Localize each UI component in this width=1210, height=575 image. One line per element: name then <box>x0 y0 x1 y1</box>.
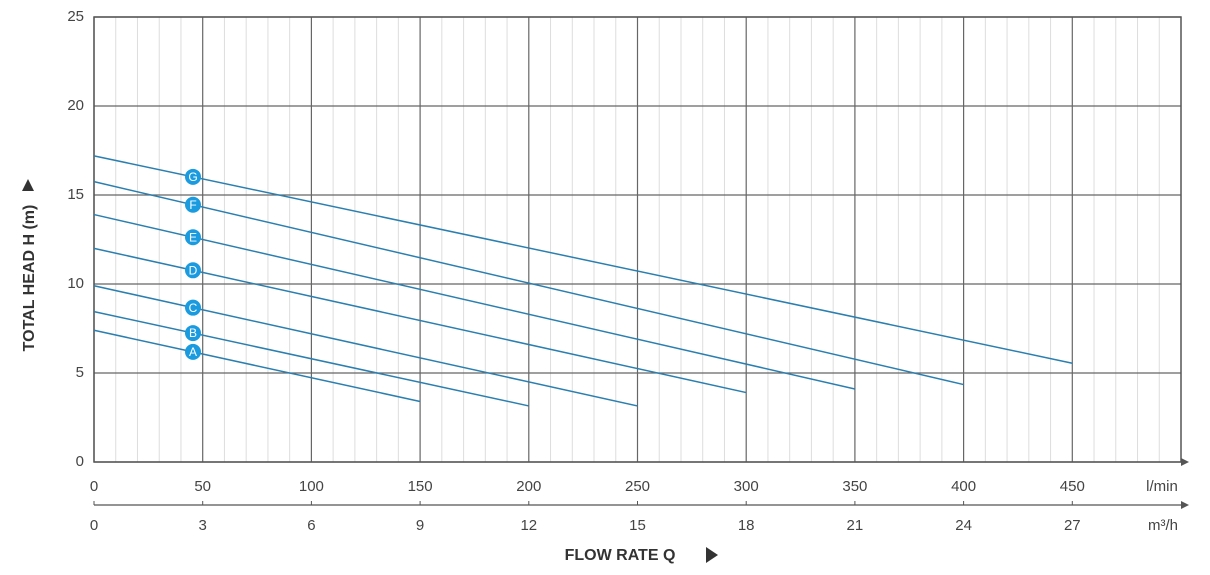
y-tick-label: 15 <box>67 186 84 203</box>
legend-label: C <box>189 301 198 315</box>
series-badge <box>185 262 201 279</box>
plot-frame <box>93 16 1182 463</box>
series-line <box>93 329 421 403</box>
y-tick-label: 10 <box>67 275 84 292</box>
x-axis-arrow <box>1181 458 1189 466</box>
series-line <box>93 285 638 407</box>
x2-tick-label: 27 <box>1064 517 1081 534</box>
legend-label: B <box>189 326 197 340</box>
x2-tick-label: 6 <box>307 517 315 534</box>
y-tick-label: 5 <box>76 364 84 381</box>
x-tick-label: 350 <box>842 478 867 495</box>
series-line <box>93 180 964 386</box>
x2-tick-label: 21 <box>847 517 864 534</box>
x2-tick-label: 12 <box>520 517 537 534</box>
x-tick-label: 150 <box>408 478 433 495</box>
legend-label: F <box>189 198 196 212</box>
x2-tick-label: 9 <box>416 517 424 534</box>
x-tick-label: 200 <box>516 478 541 495</box>
x2-tick-label: 0 <box>90 517 98 534</box>
legend-label: D <box>189 263 198 277</box>
x-tick-label: 300 <box>734 478 759 495</box>
y-tick-label: 0 <box>76 453 84 470</box>
series-line <box>93 155 1073 364</box>
x-tick-label: 100 <box>299 478 324 495</box>
y-tick-label: 25 <box>67 8 84 25</box>
x-axis-title: FLOW RATE Q <box>565 547 676 564</box>
series-line <box>93 310 529 407</box>
x-tick-label: 400 <box>951 478 976 495</box>
x-tick-label: 450 <box>1060 478 1085 495</box>
x-arrow <box>706 547 718 563</box>
legend-label: E <box>189 230 197 244</box>
x2-axis-arrow <box>1181 501 1189 509</box>
series-badge <box>185 196 201 213</box>
x-tick-label: 50 <box>194 478 211 495</box>
x2-tick-label: 3 <box>199 517 207 534</box>
y-arrow <box>22 179 34 191</box>
series-badge <box>185 299 201 316</box>
series-line <box>93 213 856 390</box>
x2-tick-label: 24 <box>955 517 972 534</box>
x2-tick-label: 18 <box>738 517 755 534</box>
legend-label: A <box>189 345 197 359</box>
series-badge <box>185 325 201 342</box>
x2-unit: m³/h <box>1148 517 1178 534</box>
y-tick-label: 20 <box>67 97 84 114</box>
x-unit: l/min <box>1146 478 1178 495</box>
x-tick-label: 0 <box>90 478 98 495</box>
y-axis-title: TOTAL HEAD H (m) <box>21 205 38 352</box>
x-tick-label: 250 <box>625 478 650 495</box>
series-badge <box>185 343 201 360</box>
series-line <box>93 247 747 394</box>
series-badge <box>185 168 201 185</box>
legend-label: G <box>188 170 197 184</box>
series-badge <box>185 229 201 246</box>
x2-tick-label: 15 <box>629 517 646 534</box>
